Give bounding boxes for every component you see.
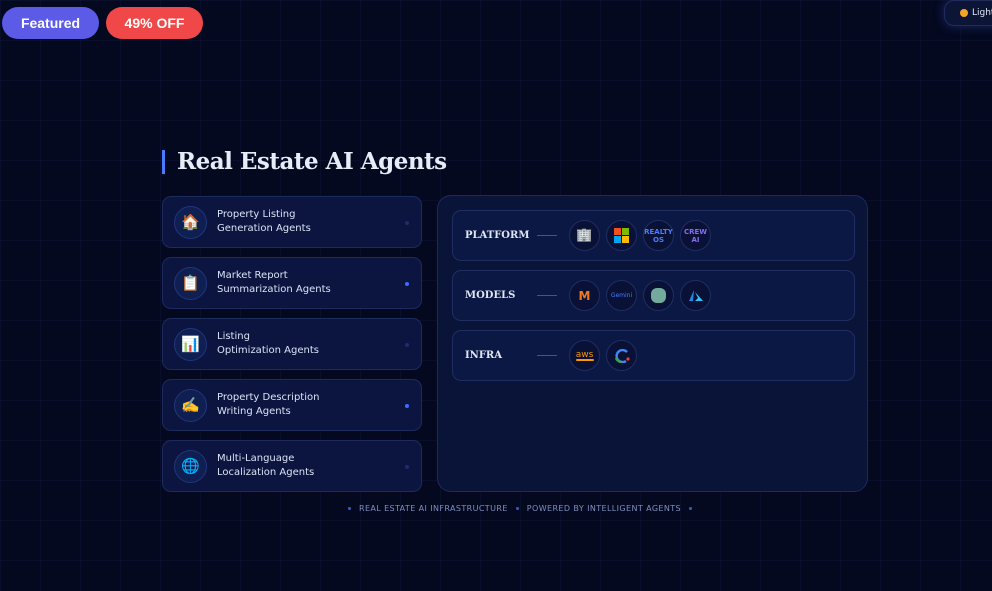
status-dot [405,221,409,225]
status-dot [405,465,409,469]
footer-text-left: REAL ESTATE AI INFRASTRUCTURE [359,504,508,513]
agent-card-localization[interactable]: 🌐 Multi-Language Localization Agents [162,440,422,492]
connector-line [537,355,557,356]
microsoft-logo-icon [606,220,637,251]
bar-chart-icon: 📊 [174,327,207,361]
theme-toggle-label: Light [972,8,992,18]
azure-logo-icon [680,280,711,311]
footer-tagline: REAL ESTATE AI INFRASTRUCTURE POWERED BY… [348,504,693,513]
agent-label: Listing Optimization Agents [217,331,319,356]
footer-text-right: POWERED BY INTELLIGENT AGENTS [526,504,682,513]
clipboard-icon: 📋 [174,266,207,300]
agent-label: Property Description Writing Agents [217,392,320,417]
connector-line [537,235,557,236]
agent-card-property-description[interactable]: ✍️ Property Description Writing Agents [162,379,422,431]
page-title: Real Estate AI Agents [162,150,447,174]
status-dot [405,343,409,347]
google-cloud-logo-icon [606,340,637,371]
agent-label: Market Report Summarization Agents [217,270,331,295]
bullet-dot [515,507,519,510]
agent-card-listing-optimization[interactable]: 📊 Listing Optimization Agents [162,318,422,370]
platform-row: PLATFORM 🏢 REALTY OS CREW AI [452,210,855,261]
openai-logo-icon [643,280,674,311]
gemini-logo: Gemini [606,280,637,311]
mistral-logo: M [569,280,600,311]
connector-line [537,295,557,296]
bullet-dot [348,507,351,510]
row-label: PLATFORM [465,230,530,241]
bullet-dot [689,507,693,510]
writing-hand-icon: ✍️ [174,388,207,422]
tech-stack-panel: PLATFORM 🏢 REALTY OS CREW AI MODELS M Ge… [437,195,868,492]
aws-logo: aws [569,340,600,371]
agent-list: 🏠 Property Listing Generation Agents 📋 Mark… [162,196,422,501]
infra-row: INFRA aws [452,330,855,381]
row-label: INFRA [465,350,502,361]
sun-icon [960,9,968,17]
crew-ai-logo: CREW AI [680,220,711,251]
globe-icon: 🌐 [174,449,207,483]
status-dot [405,282,409,286]
agent-label: Multi-Language Localization Agents [217,453,315,478]
row-label: MODELS [465,290,516,301]
agent-label: Property Listing Generation Agents [217,209,311,234]
agent-card-market-report[interactable]: 📋 Market Report Summarization Agents [162,257,422,309]
discount-badge: 49% OFF [106,7,203,39]
building-logo-icon: 🏢 [569,220,600,251]
status-dot [405,404,409,408]
models-row: MODELS M Gemini [452,270,855,321]
featured-badge: Featured [2,7,99,39]
agent-card-property-listing[interactable]: 🏠 Property Listing Generation Agents [162,196,422,248]
realty-os-logo: REALTY OS [643,220,674,251]
theme-toggle-button[interactable]: Light [944,0,992,26]
house-icon: 🏠 [174,205,207,239]
